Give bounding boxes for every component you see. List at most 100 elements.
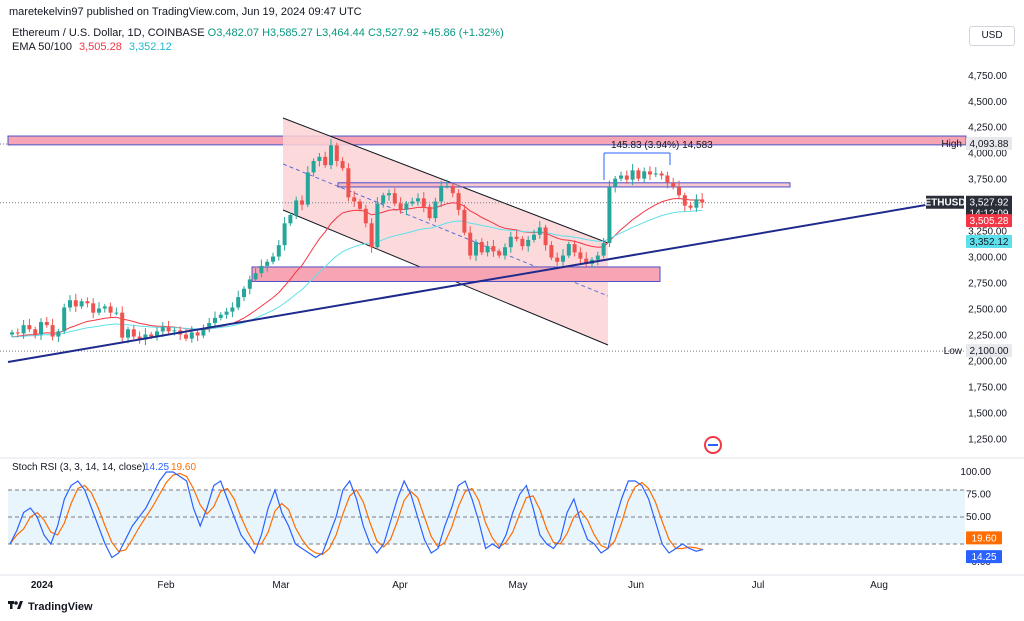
time-tick-label: Feb — [157, 580, 175, 591]
range-zone — [337, 182, 791, 188]
candle-body — [456, 193, 461, 210]
candle-body — [189, 332, 194, 339]
candle-body — [497, 251, 502, 256]
currency-button[interactable]: USD — [969, 26, 1015, 46]
last-price: 3,527.92 — [970, 198, 1009, 209]
candle-body — [468, 232, 473, 256]
candle-body — [91, 303, 96, 313]
candle-body — [642, 171, 647, 179]
channel-mid-line — [282, 163, 609, 297]
symbol-tag: ETHUSD — [924, 198, 965, 209]
candle-body — [184, 334, 188, 339]
candle-body — [450, 185, 455, 194]
candle-body — [79, 301, 84, 307]
candle-body — [73, 300, 78, 307]
candle-body — [607, 186, 612, 244]
ema-label: EMA 50/100 — [12, 41, 72, 53]
candle-body — [218, 314, 223, 318]
stoch-d-legend: 19.60 — [171, 462, 196, 473]
symbol-info: Ethereum / U.S. Dollar, 1D, COINBASE O3,… — [12, 27, 504, 39]
candle-body — [166, 327, 171, 332]
symbol-tag-bg — [926, 195, 964, 209]
candle-body — [381, 195, 386, 204]
stoch-tick-label: 50.00 — [966, 512, 991, 523]
candle-body — [172, 330, 177, 332]
ema100-price-tag-bg — [966, 235, 1012, 249]
candle-body — [265, 261, 270, 266]
ema50-price-tag: 3,505.28 — [970, 216, 1009, 227]
candle-body — [149, 334, 154, 337]
candle-body — [33, 329, 38, 335]
candle-body — [114, 312, 119, 314]
candle-body — [665, 175, 670, 183]
candle-body — [584, 258, 589, 264]
candle-body — [503, 247, 507, 256]
candle-body — [311, 160, 316, 173]
stoch-k-legend: 14.25 — [144, 462, 169, 473]
candle-body — [247, 279, 252, 289]
price-tick-label: 4,500.00 — [968, 97, 1007, 108]
price-tick-label: 1,750.00 — [968, 382, 1007, 393]
candle-body — [143, 334, 148, 340]
stoch-legend: Stoch RSI (3, 3, 14, 14, close) — [12, 462, 145, 473]
candle-body — [410, 201, 415, 204]
candle-body — [520, 238, 525, 247]
candle-body — [479, 242, 484, 253]
price-tick-label: 4,750.00 — [968, 71, 1007, 82]
candle-body — [323, 156, 328, 166]
candle-body — [242, 288, 246, 298]
time-tick-label: Mar — [272, 580, 290, 591]
candle-body — [15, 332, 20, 334]
candle-body — [514, 236, 519, 239]
candle-body — [97, 308, 101, 313]
candle-body — [555, 257, 560, 262]
candle-body — [155, 331, 159, 337]
candle-body — [120, 312, 125, 338]
candle-body — [445, 185, 449, 187]
ema50-price-tag-bg — [966, 214, 1012, 228]
candle-body — [671, 182, 676, 187]
candle-body — [56, 331, 61, 337]
low-value: 3,464.44 — [322, 27, 365, 39]
candle-body — [44, 322, 49, 326]
candle-body — [549, 245, 554, 258]
stoch-k-tag-bg — [966, 550, 1002, 564]
high-label: High — [941, 139, 962, 150]
candle-body — [236, 297, 241, 308]
price-tick-label: 2,500.00 — [968, 305, 1007, 316]
candle-body — [613, 178, 618, 187]
candle-body — [595, 255, 600, 260]
candle-body — [62, 307, 67, 332]
candle-body — [688, 205, 693, 208]
price-tick-label: 1,250.00 — [968, 434, 1007, 445]
candle-body — [659, 173, 664, 176]
candle-body — [392, 193, 397, 204]
candle-body — [624, 175, 629, 180]
candle-body — [271, 256, 275, 262]
time-tick-label: May — [509, 580, 528, 591]
stoch-d-tag-bg — [966, 531, 1002, 545]
candle-body — [85, 301, 90, 304]
candle-body — [421, 198, 426, 207]
stoch-d-tag: 19.60 — [971, 533, 996, 544]
candle-body — [39, 322, 43, 335]
tradingview-logo-icon — [8, 600, 24, 613]
support-zone — [251, 266, 661, 282]
candle-body — [572, 244, 577, 253]
ema100-value: 3,352.12 — [128, 41, 172, 53]
candle-body — [288, 215, 293, 224]
candle-body — [276, 245, 281, 257]
candle-body — [404, 203, 409, 210]
symbol-line: Ethereum / U.S. Dollar, 1D, COINBASE — [12, 27, 205, 39]
ema-legend[interactable]: EMA 50/100 3,505.28 3,352.12 — [12, 41, 172, 53]
channel-upper-line — [282, 117, 609, 244]
high-value: 3,585.27 — [270, 27, 313, 39]
ema100-line — [11, 209, 703, 338]
candle-body — [636, 170, 641, 179]
candle-body — [462, 209, 467, 233]
candle-body — [329, 145, 333, 166]
tradingview-logo[interactable]: TradingView — [8, 600, 93, 613]
measure-label: 145.83 (3.94%) 14,583 — [611, 140, 713, 151]
time-tick-label: Apr — [392, 580, 408, 591]
